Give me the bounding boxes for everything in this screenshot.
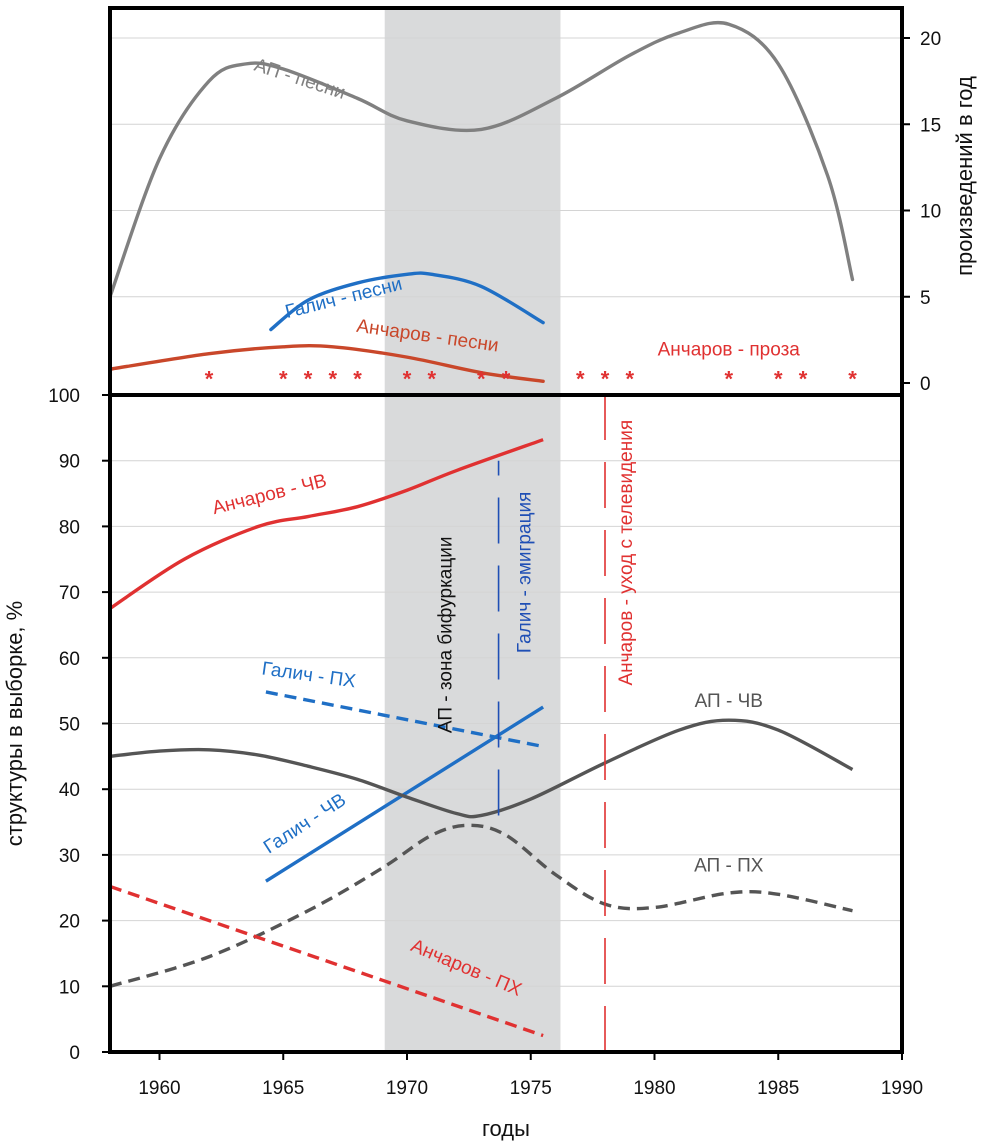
label-ancharov-tv: Анчаров - уход с телевидения: [616, 420, 637, 686]
bottom-y-tick-label: 40: [59, 780, 80, 801]
x-tick-label: 1980: [633, 1078, 675, 1099]
label-galich-emigration: Галич - эмиграция: [515, 492, 536, 654]
prose-marker: *: [799, 366, 808, 391]
plot-border: [108, 6, 904, 1054]
series-ап-пх: [109, 823, 853, 988]
prose-marker: *: [304, 366, 313, 391]
bottom-panel-series: [109, 395, 854, 1052]
bottom-y-tick-label: 20: [59, 912, 80, 933]
x-tick-label: 1975: [510, 1078, 552, 1099]
label-bifurcation-zone: АП - зона бифуркации: [436, 537, 457, 734]
bottom-y-tick-label: 10: [59, 977, 80, 998]
prose-marker: *: [353, 366, 362, 391]
prose-marker: *: [576, 366, 585, 391]
axis-ticks: 0 5 10 15 20 0 10 20 30 40 50 60 70 80 90 100 1960 1965 19…: [48, 29, 941, 1099]
top-y-tick-label: 10: [920, 202, 941, 223]
x-axis-title: годы: [482, 1116, 530, 1141]
prose-marker: *: [502, 366, 511, 391]
label-ancharov-prose: Анчаров - проза: [658, 339, 801, 360]
series-анчаров-песни: [108, 343, 545, 383]
prose-marker: *: [774, 366, 783, 391]
prose-marker: *: [279, 366, 288, 391]
x-tick-label: 1965: [262, 1078, 304, 1099]
bottom-y-tick-label: 30: [59, 846, 80, 867]
label-ap-songs: АП - песни: [252, 55, 348, 104]
axis-titles: структуры в выборке, % произведений в год…: [2, 76, 977, 1141]
label-ap-chv: АП - ЧВ: [695, 691, 763, 712]
prose-marker: *: [427, 366, 436, 391]
prose-marker: *: [477, 366, 486, 391]
bifurcation-zone: [384, 8, 561, 1052]
top-y-axis-title: произведений в год: [952, 76, 977, 276]
bottom-y-tick-label: 0: [69, 1043, 80, 1064]
x-tick-label: 1970: [386, 1078, 428, 1099]
x-tick-label: 1985: [757, 1078, 799, 1099]
label-ap-px: АП - ПХ: [694, 855, 764, 876]
series-анчаров-пх: [109, 884, 544, 1038]
top-panel-series: * * * * * * * * * * * * * * * *: [108, 20, 857, 391]
bottom-y-tick-label: 50: [59, 715, 80, 736]
bottom-y-tick-label: 90: [59, 452, 80, 473]
bottom-y-tick-label: 60: [59, 649, 80, 670]
prose-marker: *: [328, 366, 337, 391]
bottom-y-tick-label: 100: [48, 386, 80, 407]
prose-marker: *: [724, 366, 733, 391]
prose-marker: *: [205, 366, 214, 391]
series-ап-песни: [108, 20, 855, 299]
prose-marker: *: [848, 366, 857, 391]
prose-marker: *: [625, 366, 634, 391]
top-y-tick-label: 20: [920, 29, 941, 50]
x-tick-label: 1990: [881, 1078, 923, 1099]
label-galich-chv: Галич - ЧВ: [260, 790, 350, 859]
series-ап-чв: [109, 718, 854, 819]
bottom-y-tick-label: 70: [59, 583, 80, 604]
label-ancharov-chv: Анчаров - ЧВ: [210, 470, 329, 519]
bottom-y-axis-title: структуры в выборке, %: [2, 601, 27, 846]
top-y-tick-label: 15: [920, 115, 941, 136]
series-галич-чв: [265, 705, 545, 883]
chart-frame: [108, 6, 904, 1054]
series-галич-песни: [269, 271, 545, 332]
top-y-tick-label: 5: [920, 288, 931, 309]
prose-marker: *: [403, 366, 412, 391]
prose-marker: *: [601, 366, 610, 391]
x-tick-label: 1960: [138, 1078, 180, 1099]
top-y-tick-label: 0: [920, 374, 931, 395]
label-galich-px: Галич - ПХ: [260, 658, 357, 692]
bottom-panel-grid: [110, 460, 902, 987]
series-анчаров-чв: [109, 438, 544, 610]
bottom-y-tick-label: 80: [59, 517, 80, 538]
